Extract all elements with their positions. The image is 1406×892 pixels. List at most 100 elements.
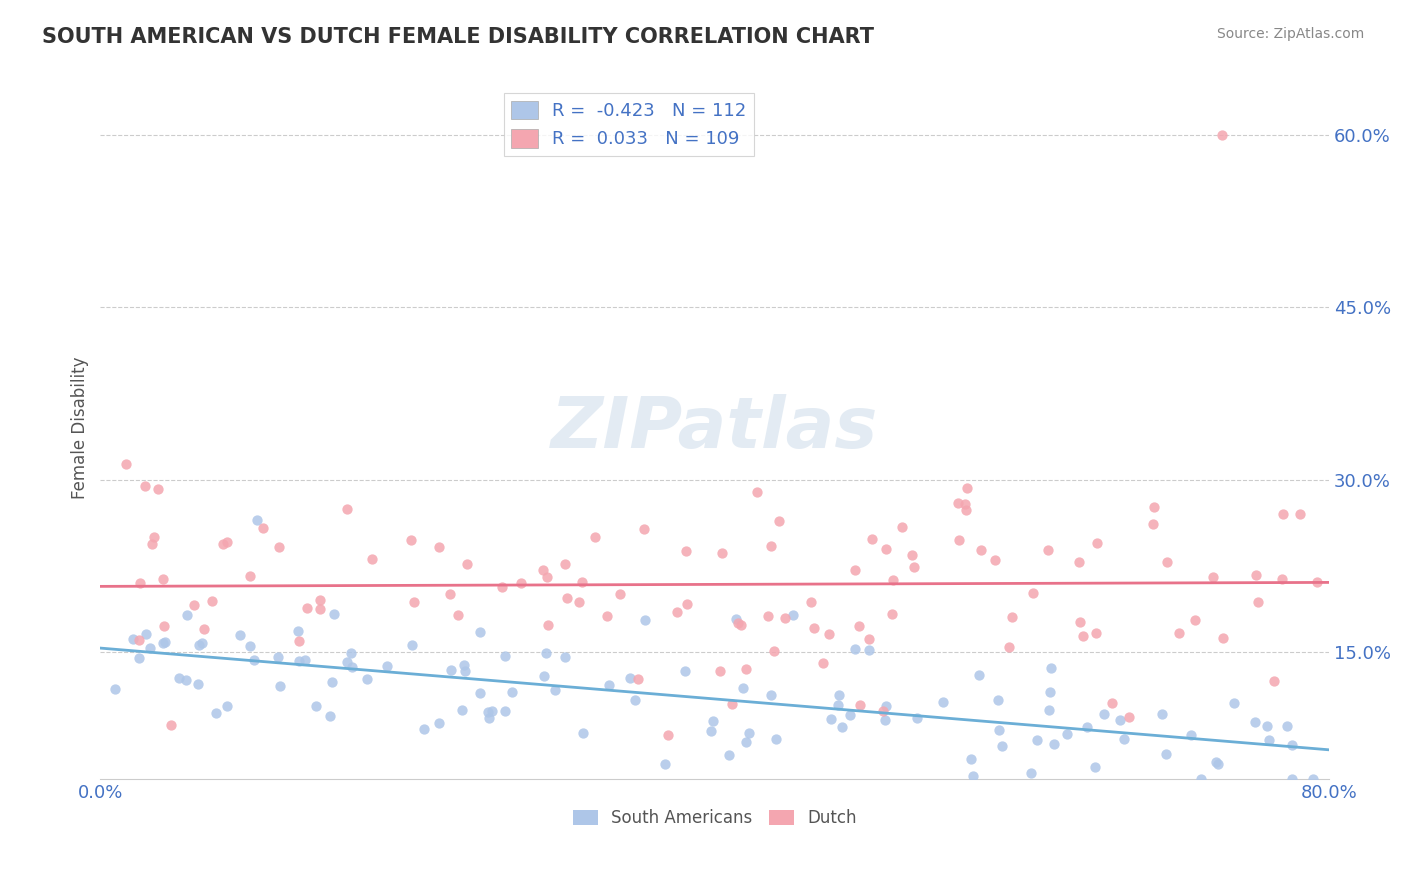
Point [1071,629,1094,643]
Point [191,635,214,649]
Point [858,643,880,657]
Point [129,575,152,590]
Point [447,608,470,623]
Point [831,720,853,734]
Point [1306,575,1329,590]
Point [211,537,233,551]
Point [905,711,928,725]
Point [619,671,641,685]
Point [1272,507,1295,521]
Point [356,672,378,686]
Point [1168,625,1191,640]
Point [765,732,787,747]
Point [1222,697,1244,711]
Point [901,548,924,562]
Point [849,698,872,713]
Point [139,640,162,655]
Point [134,479,156,493]
Point [709,664,731,678]
Point [509,576,531,591]
Text: Source: ZipAtlas.com: Source: ZipAtlas.com [1216,27,1364,41]
Point [399,533,422,548]
Point [596,609,619,624]
Point [201,593,224,607]
Point [360,552,382,566]
Point [702,714,724,729]
Point [1154,747,1177,761]
Point [724,612,747,626]
Point [243,653,266,667]
Text: ZIPatlas: ZIPatlas [551,393,879,463]
Point [1092,707,1115,722]
Point [554,649,576,664]
Point [536,570,558,584]
Point [246,513,269,527]
Point [956,481,979,495]
Point [583,529,606,543]
Point [675,544,697,558]
Point [745,484,768,499]
Point [875,541,897,556]
Point [763,644,786,658]
Point [494,649,516,664]
Point [827,698,849,712]
Point [308,593,330,607]
Point [1067,556,1090,570]
Point [1085,536,1108,550]
Point [571,725,593,739]
Point [494,704,516,718]
Point [969,543,991,558]
Point [174,673,197,688]
Point [820,712,842,726]
Point [238,639,260,653]
Point [339,646,361,660]
Point [1302,772,1324,786]
Point [427,540,450,554]
Point [1076,720,1098,734]
Point [287,624,309,638]
Point [269,679,291,693]
Point [267,540,290,554]
Point [454,664,477,678]
Point [609,587,631,601]
Point [890,520,912,534]
Point [700,724,723,739]
Point [141,536,163,550]
Point [308,602,330,616]
Point [1281,772,1303,786]
Point [903,560,925,574]
Point [773,611,796,625]
Point [665,605,688,619]
Point [1256,718,1278,732]
Point [1244,567,1267,582]
Point [160,718,183,732]
Point [844,642,866,657]
Point [377,659,399,673]
Point [1281,738,1303,752]
Point [1150,706,1173,721]
Point [955,502,977,516]
Point [987,693,1010,707]
Point [544,683,567,698]
Point [813,656,835,670]
Point [882,573,904,587]
Point [1212,631,1234,645]
Point [555,591,578,605]
Point [738,725,761,739]
Point [1085,626,1108,640]
Point [967,668,990,682]
Point [481,704,503,718]
Point [153,619,176,633]
Point [848,619,870,633]
Point [1038,543,1060,558]
Point [768,514,790,528]
Point [1184,613,1206,627]
Point [654,756,676,771]
Point [239,568,262,582]
Point [531,563,554,577]
Point [1101,696,1123,710]
Point [953,497,976,511]
Point [183,598,205,612]
Point [1244,715,1267,730]
Point [440,663,463,677]
